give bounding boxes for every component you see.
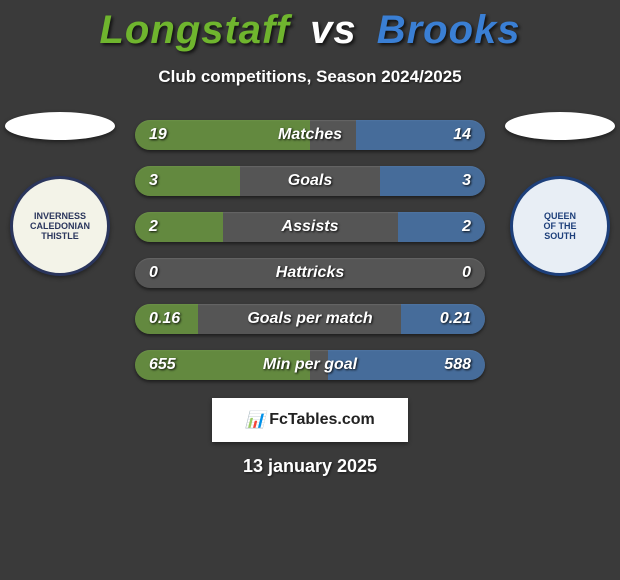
player1-name: Longstaff [99,8,289,52]
stat-value-player2: 0 [462,264,471,282]
stat-label: Goals per match [247,310,372,328]
stat-value-player1: 19 [149,126,167,144]
player2-name: Brooks [377,8,521,52]
watermark-text: FcTables.com [269,411,375,429]
stat-label: Goals [288,172,332,190]
stat-row: 3 Goals 3 [135,166,485,196]
subtitle: Club competitions, Season 2024/2025 [0,67,620,87]
stat-value-player1: 2 [149,218,158,236]
stat-value-player2: 588 [444,356,471,374]
player1-avatar-placeholder [5,112,115,140]
stat-value-player1: 3 [149,172,158,190]
stat-value-player1: 655 [149,356,176,374]
stat-row: 2 Assists 2 [135,212,485,242]
vs-label: vs [310,8,357,52]
stat-row: 655 Min per goal 588 [135,350,485,380]
stat-label: Min per goal [263,356,357,374]
stat-value-player2: 0.21 [440,310,471,328]
stat-value-player2: 14 [453,126,471,144]
player1-avatar-block: INVERNESS CALEDONIAN THISTLE [0,112,120,276]
stat-value-player2: 2 [462,218,471,236]
player2-avatar-block: QUEEN OF THE SOUTH [500,112,620,276]
stat-row: 19 Matches 14 [135,120,485,150]
snapshot-date: 13 january 2025 [0,456,620,477]
source-watermark: 📊 FcTables.com [212,398,408,442]
stat-value-player1: 0.16 [149,310,180,328]
player2-club-crest: QUEEN OF THE SOUTH [510,176,610,276]
stat-label: Assists [282,218,339,236]
stat-row: 0.16 Goals per match 0.21 [135,304,485,334]
stat-label: Matches [278,126,342,144]
stat-label: Hattricks [276,264,344,282]
comparison-title: Longstaff vs Brooks [0,0,620,53]
stat-bar-player2 [398,212,486,242]
stat-value-player2: 3 [462,172,471,190]
stat-value-player1: 0 [149,264,158,282]
chart-icon: 📊 [245,410,265,430]
stats-panel: 19 Matches 14 3 Goals 3 2 Assists 2 0 Hattricks 0 0.… [135,120,485,380]
player2-avatar-placeholder [505,112,615,140]
stat-row: 0 Hattricks 0 [135,258,485,288]
player1-club-crest: INVERNESS CALEDONIAN THISTLE [10,176,110,276]
